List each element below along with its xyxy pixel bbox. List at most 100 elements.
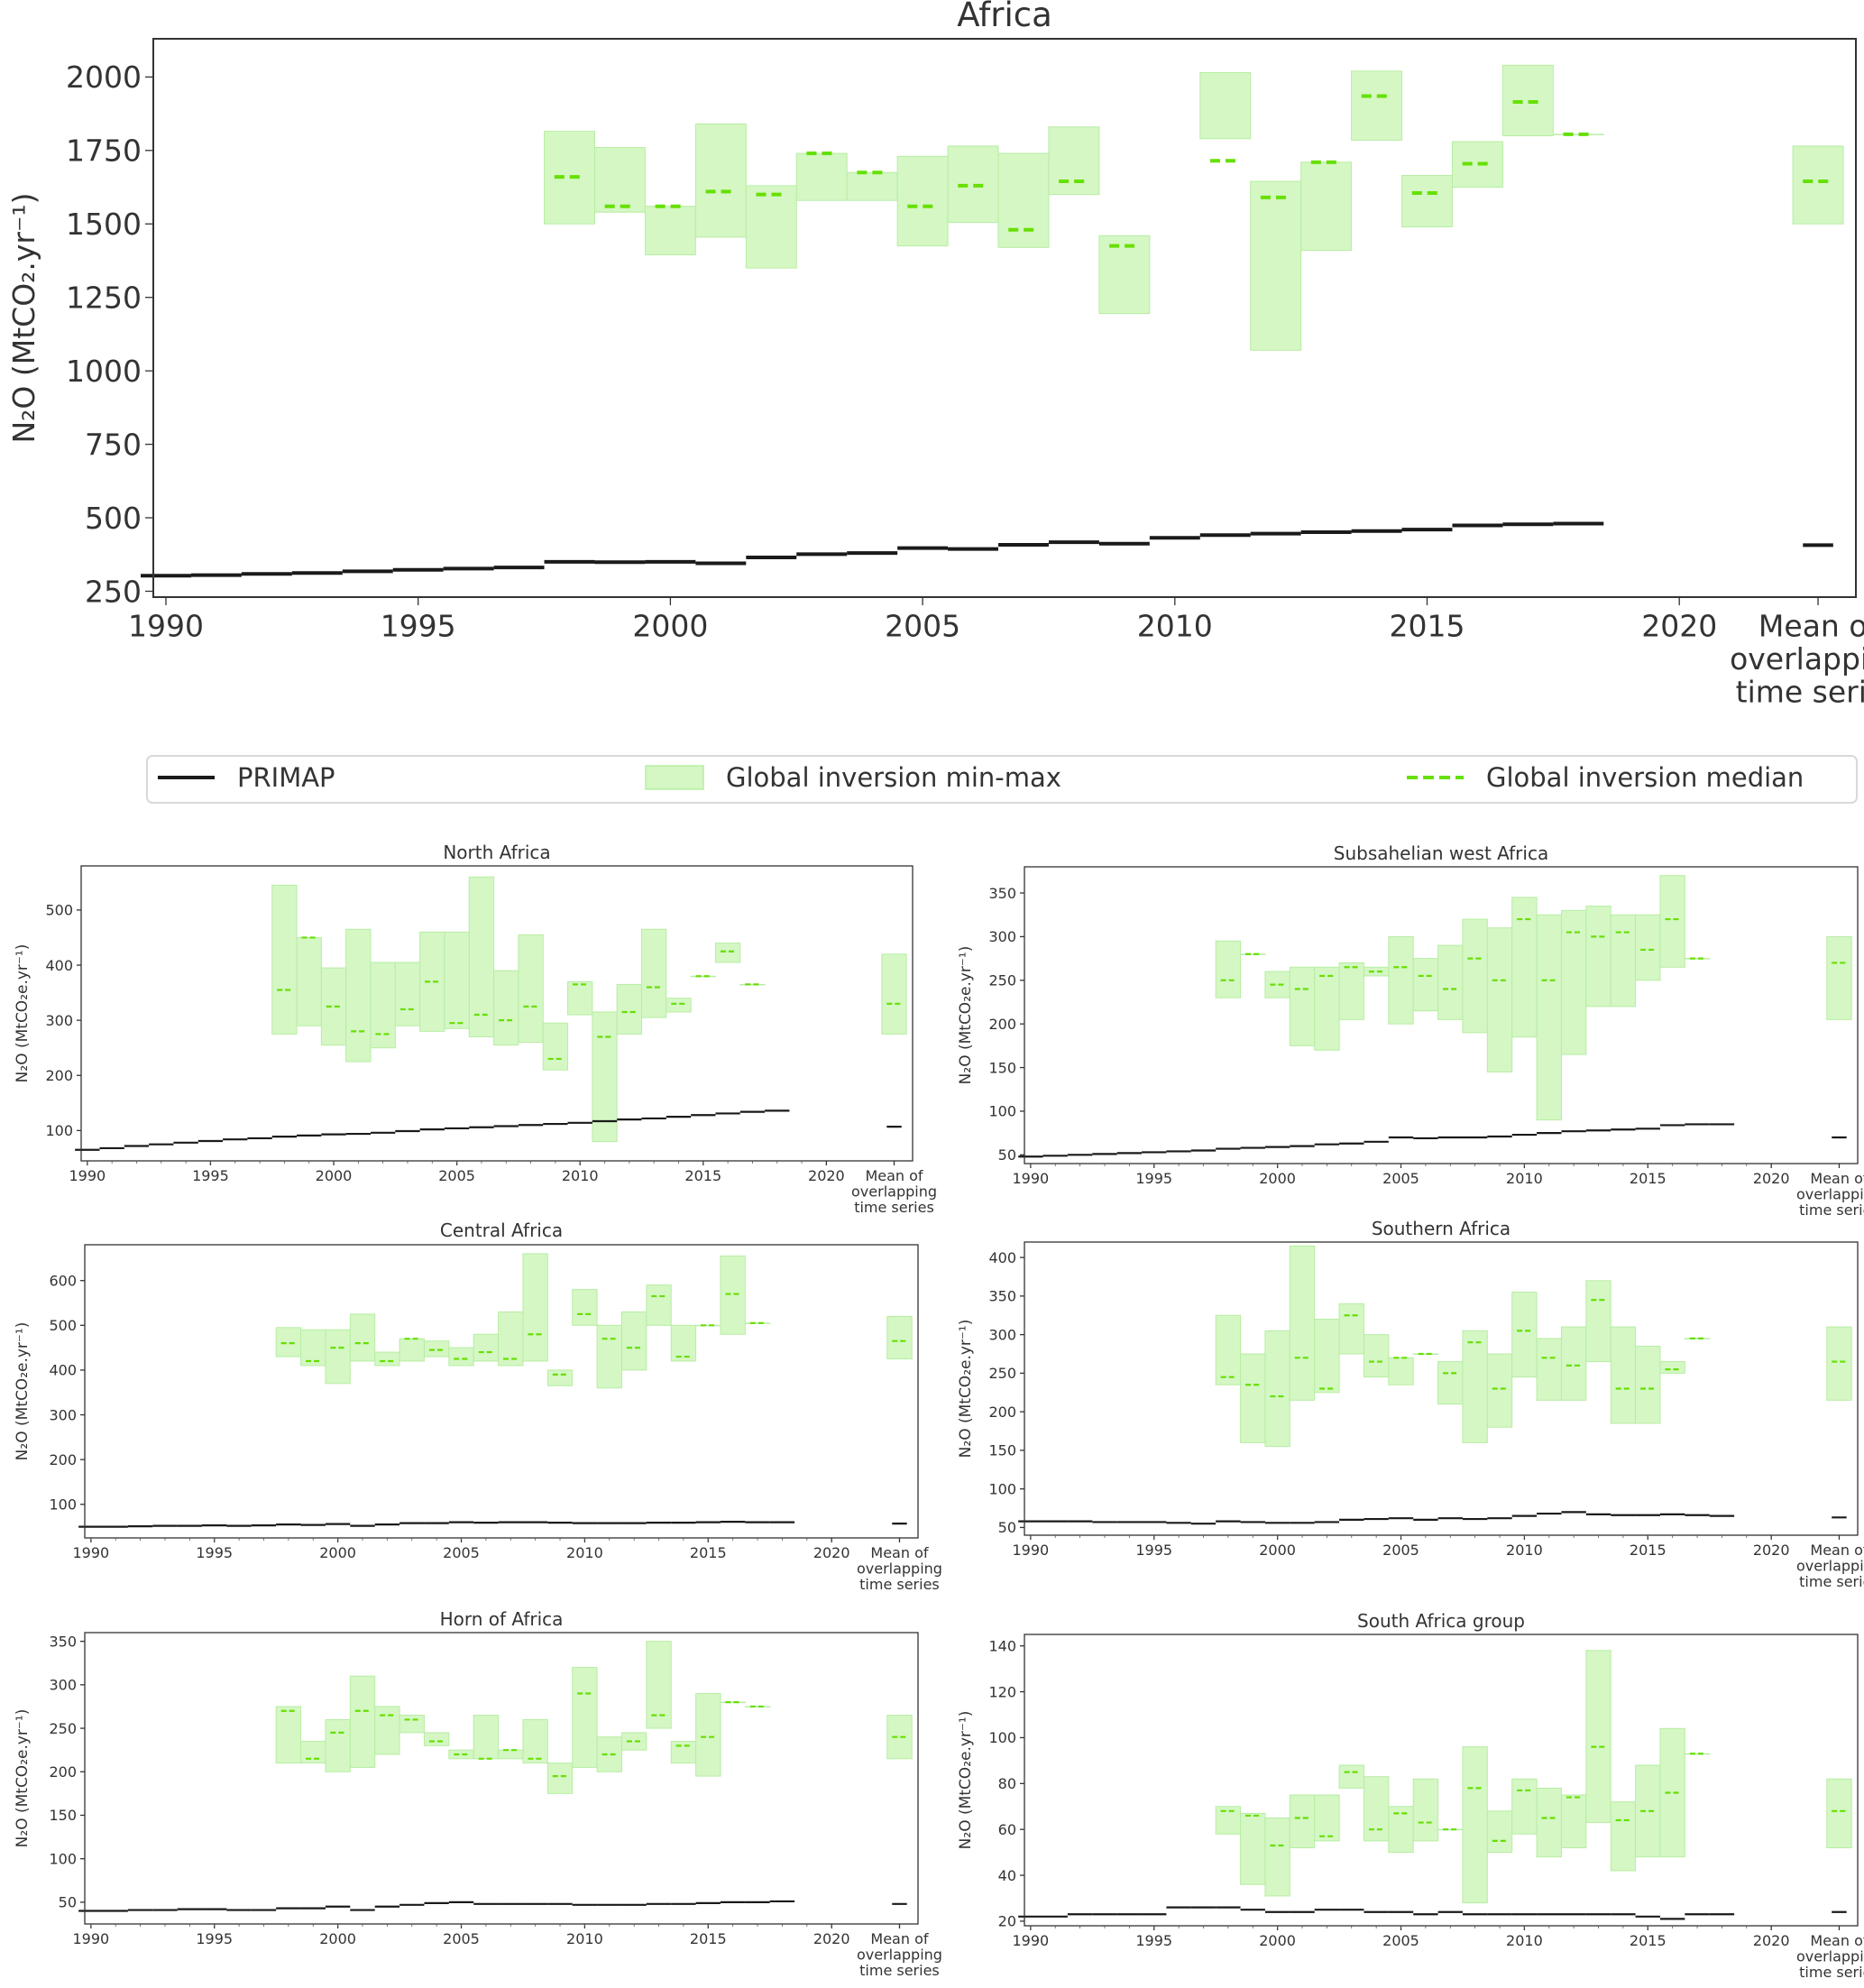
y-tick-label-350: 350 [988,1288,1016,1305]
x-tick-label-2000: 2000 [1259,1170,1296,1187]
y-tick-label-350: 350 [49,1633,77,1650]
mean-minmax-band [1826,935,1852,1020]
minmax-band-2011 [592,1011,618,1143]
minmax-band-2007 [1437,944,1464,1020]
x-tick-label-2000: 2000 [319,1930,356,1947]
y-tick-label-100: 100 [988,1729,1016,1746]
minmax-band-1999 [1240,1353,1266,1443]
legend-minmax-label: Global inversion min-max [726,762,1061,793]
minmax-band-2005 [1388,1806,1414,1854]
x-tick-label-2000: 2000 [316,1167,353,1184]
x-tick-label-mean-2: time series [1799,1201,1864,1219]
x-tick-label-mean-2: time series [1799,1573,1864,1590]
x-tick-label-mean-0: Mean of [870,1544,928,1561]
minmax-band-1999 [1240,953,1266,955]
minmax-band-2011 [1536,914,1562,1121]
minmax-band-2014 [1351,70,1403,141]
minmax-band-2014 [1610,1326,1637,1424]
minmax-band-2006 [468,876,495,1037]
y-tick-label-100: 100 [49,1850,77,1867]
minmax-band-2015 [1401,174,1453,228]
minmax-band-2005 [1388,935,1414,1025]
minmax-band-2002 [745,185,797,269]
minmax-band-2001 [694,123,747,238]
x-tick-label-1995: 1995 [196,1544,233,1561]
minmax-band-1998 [271,884,298,1035]
legend: PRIMAP Global inversion min-max Global i… [146,755,1858,804]
minmax-band-2013 [640,928,667,1018]
y-tick-label-50: 50 [998,1146,1016,1164]
minmax-band-2004 [1363,1334,1390,1378]
chart-north-africa: North Africa 100 200 300 400 500 1990 1995 2000 2… [14,842,937,1216]
x-tick-label-2020: 2020 [1753,1542,1790,1559]
mean-minmax-band [881,953,907,1035]
minmax-band-2007 [997,152,1050,248]
minmax-band-2000 [320,967,347,1046]
minmax-band-2012 [1560,1326,1587,1401]
minmax-band-2008 [522,1253,548,1362]
minmax-band-2015 [1635,1764,1661,1858]
minmax-band-2013 [1585,906,1611,1008]
y-tick-label-250: 250 [49,1720,77,1737]
y-tick-label-500: 500 [45,902,73,919]
chart-title: Horn of Africa [440,1608,564,1630]
legend-primap-label: PRIMAP [237,762,335,793]
minmax-band-2008 [1462,1330,1488,1443]
minmax-band-1999 [1240,1812,1266,1885]
x-tick-label-1990: 1990 [1012,1932,1049,1949]
minmax-band-2009 [1098,235,1151,315]
minmax-band-2017 [739,983,766,986]
mean-minmax-band [886,1315,913,1360]
y-tick-label-750: 750 [85,427,142,462]
y-tick-label-100: 100 [45,1122,73,1139]
x-tick-label-2000: 2000 [1259,1932,1296,1949]
chart-title: Subsahelian west Africa [1334,842,1548,864]
x-tick-label-2015: 2015 [1630,1932,1667,1949]
minmax-band-2000 [325,1329,351,1385]
minmax-band-2010 [567,980,593,1016]
minmax-band-2017 [1501,64,1554,137]
mean-minmax-band [1826,1326,1852,1401]
y-tick-label-100: 100 [49,1496,77,1514]
minmax-band-2012 [620,1311,647,1371]
x-tick-label-2010: 2010 [1506,1932,1543,1949]
y-tick-label-300: 300 [988,928,1016,945]
x-tick-label-mean-0: Mean of [1810,1542,1864,1559]
minmax-band-1998 [275,1706,302,1764]
x-tick-label-mean-1: overlapping [1796,1947,1864,1965]
minmax-band-2011 [1536,1338,1562,1401]
y-tick-label-300: 300 [49,1406,77,1423]
y-tick-label-50: 50 [59,1894,77,1911]
x-tick-label-2010: 2010 [1506,1542,1543,1559]
plot-frame [152,38,1857,598]
x-tick-label-2005: 2005 [1382,1542,1419,1559]
minmax-band-2008 [1462,1746,1488,1904]
x-tick-label-2015: 2015 [1630,1170,1667,1187]
y-tick-label-120: 120 [988,1683,1016,1700]
plot-frame [1024,1634,1859,1927]
minmax-band-2010 [1511,1778,1538,1835]
minmax-band-2012 [1560,909,1587,1055]
minmax-band-1999 [296,936,322,1026]
x-tick-label-2005: 2005 [885,609,960,644]
x-tick-label-2010: 2010 [562,1167,599,1184]
minmax-band-2006 [473,1333,500,1362]
x-tick-label-2020: 2020 [1753,1932,1790,1949]
minmax-band-2003 [399,1338,425,1362]
minmax-band-2004 [423,1340,450,1358]
y-axis-label: N₂O (MtCO₂e.yr⁻¹) [957,1711,975,1850]
minmax-band-2016 [720,1255,746,1335]
minmax-band-2011 [596,1736,622,1772]
y-tick-label-250: 250 [85,574,142,609]
minmax-band-2003 [1338,1764,1364,1789]
minmax-band-2005 [1388,1357,1414,1385]
minmax-band-2011 [596,1324,622,1389]
minmax-band-2007 [493,970,519,1046]
minmax-band-2004 [423,1732,450,1746]
minmax-band-2013 [1585,1280,1611,1363]
plot-frame [84,1244,919,1539]
y-tick-label-80: 80 [998,1775,1016,1792]
minmax-band-2008 [522,1718,548,1764]
minmax-band-2009 [1486,927,1513,1072]
x-tick-label-2005: 2005 [443,1930,480,1947]
